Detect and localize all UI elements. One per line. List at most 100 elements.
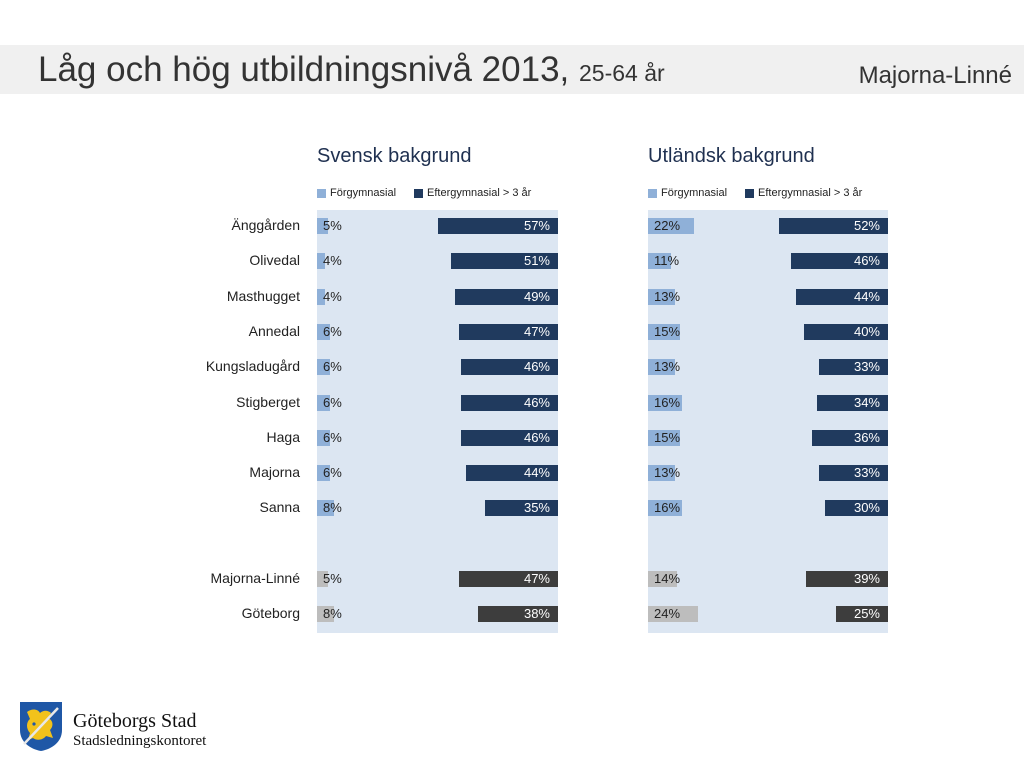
title-text: Låg och hög utbildningsnivå 2013,	[38, 50, 570, 89]
bar-low	[317, 571, 328, 587]
bar-low	[317, 253, 326, 269]
category-label: Annedal	[248, 323, 300, 339]
bar-low	[648, 253, 672, 269]
legend-label-low: Förgymnasial	[661, 187, 728, 199]
bar-low	[648, 395, 682, 411]
bar-low	[317, 606, 334, 622]
title-band	[0, 45, 1024, 94]
value-label-high: 46%	[523, 359, 550, 374]
bar-high	[791, 253, 888, 269]
value-label-low: 4%	[323, 289, 342, 304]
bar-low	[317, 395, 330, 411]
bar-high	[461, 430, 558, 446]
value-label-low: 8%	[323, 606, 342, 621]
value-label-high: 30%	[853, 500, 880, 515]
bar-low	[317, 430, 330, 446]
legend-item-low: Förgymnasial	[317, 187, 396, 199]
goteborg-crest-icon	[20, 702, 62, 751]
value-label-low: 6%	[323, 465, 342, 480]
bar-high	[438, 218, 558, 234]
bar-high	[778, 218, 888, 234]
value-label-high: 35%	[523, 500, 550, 515]
bar-low	[648, 324, 680, 340]
value-label-low: 14%	[654, 571, 681, 586]
value-label-low: 6%	[323, 430, 342, 445]
bar-high	[455, 289, 558, 305]
category-label: Majorna	[249, 464, 300, 480]
value-label-high: 38%	[523, 606, 550, 621]
value-label-low: 11%	[654, 253, 680, 268]
value-label-high: 25%	[853, 606, 880, 621]
bar-low	[648, 289, 676, 305]
value-label-high: 46%	[523, 430, 550, 445]
plot-area-svensk	[317, 210, 558, 633]
value-label-high: 36%	[853, 430, 880, 445]
value-label-low: 6%	[323, 395, 342, 410]
legend-item-high: Eftergymnasial > 3 år	[745, 187, 862, 199]
bar-low	[317, 500, 334, 516]
bar-high	[459, 571, 558, 587]
value-label-high: 34%	[853, 395, 880, 410]
region-label: Majorna-Linné	[858, 62, 1012, 89]
value-label-low: 6%	[323, 324, 342, 339]
value-label-high: 46%	[853, 253, 880, 268]
value-label-low: 22%	[654, 218, 681, 233]
bar-high	[818, 359, 888, 375]
value-label-high: 40%	[853, 324, 880, 339]
category-label: Göteborg	[241, 605, 300, 621]
bar-low	[648, 500, 682, 516]
title-subtitle: 25-64 år	[579, 60, 665, 86]
bar-low	[648, 571, 678, 587]
bar-high	[818, 465, 888, 481]
bar-low	[317, 218, 328, 234]
value-label-low: 16%	[654, 395, 681, 410]
value-label-high: 44%	[853, 289, 880, 304]
value-label-low: 24%	[654, 606, 681, 621]
value-label-low: 5%	[323, 571, 342, 586]
legend-utlandsk: Förgymnasial Eftergymnasial > 3 år	[648, 187, 880, 199]
category-label: Haga	[266, 429, 300, 445]
org-name: Göteborgs Stad	[73, 710, 197, 732]
bar-high	[478, 606, 558, 622]
bar-high	[450, 253, 558, 269]
value-label-high: 44%	[523, 465, 550, 480]
value-label-low: 16%	[654, 500, 681, 515]
value-label-low: 13%	[654, 289, 681, 304]
value-label-high: 57%	[523, 218, 550, 233]
bar-low	[648, 218, 695, 234]
bar-low	[317, 465, 330, 481]
legend-label-high: Eftergymnasial > 3 år	[427, 187, 532, 199]
legend-label-high: Eftergymnasial > 3 år	[758, 187, 863, 199]
category-label: Masthugget	[226, 288, 300, 304]
value-label-low: 13%	[654, 465, 681, 480]
bar-low	[648, 606, 699, 622]
value-label-high: 47%	[523, 324, 550, 339]
bar-high	[804, 324, 888, 340]
org-department: Stadsledningskontoret	[73, 733, 207, 749]
value-label-low: 5%	[323, 218, 342, 233]
legend-swatch-high	[745, 188, 755, 198]
category-label: Änggården	[231, 217, 300, 233]
value-label-low: 15%	[654, 324, 681, 339]
value-label-low: 8%	[323, 500, 342, 515]
category-label: Majorna-Linné	[210, 570, 301, 586]
value-label-high: 46%	[523, 395, 550, 410]
value-label-high: 33%	[853, 359, 880, 374]
legend-item-low: Förgymnasial	[648, 187, 727, 199]
value-label-low: 4%	[323, 253, 342, 268]
bar-high	[465, 465, 558, 481]
bar-high	[484, 500, 558, 516]
bar-high	[461, 395, 558, 411]
bar-high	[461, 359, 558, 375]
bar-low	[317, 359, 330, 375]
category-label: Kungsladugård	[205, 358, 300, 374]
category-label: Olivedal	[249, 252, 300, 268]
panel-title-utlandsk: Utländsk bakgrund	[648, 145, 815, 167]
bar-low	[648, 430, 680, 446]
bar-high	[835, 606, 888, 622]
panel-title-svensk: Svensk bakgrund	[317, 145, 472, 167]
bar-high	[459, 324, 558, 340]
value-label-high: 47%	[523, 571, 550, 586]
bar-high	[806, 571, 888, 587]
value-label-high: 33%	[853, 465, 880, 480]
